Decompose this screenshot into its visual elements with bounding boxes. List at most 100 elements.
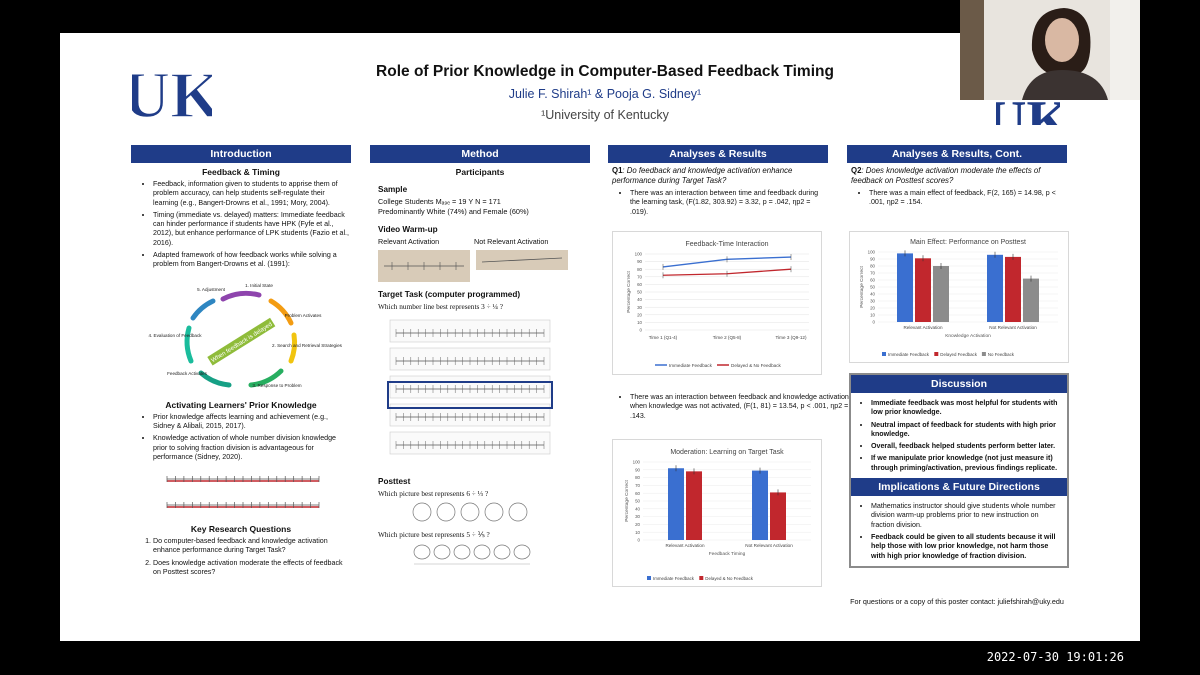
y-tick-label: 80 xyxy=(635,475,640,480)
poster-affiliation: ¹University of Kentucky xyxy=(541,108,669,122)
y-tick-label: 80 xyxy=(637,267,642,272)
bar xyxy=(897,253,913,322)
y-tick-label: 50 xyxy=(870,285,875,290)
posttest-chart: 0 10 20 30 40 50 60 70 80 90 100 Percentage Correct… xyxy=(859,239,1058,357)
video-header: Video Warm-up xyxy=(378,225,438,234)
cycle-arc xyxy=(288,332,298,364)
y-tick-label: 40 xyxy=(637,297,642,302)
posttest-ovals xyxy=(413,544,531,565)
bar xyxy=(668,468,684,540)
chart-title: Feedback-Time Interaction xyxy=(686,241,769,248)
list-item: Does knowledge activation moderate the e… xyxy=(153,559,351,578)
participants-header: Participants xyxy=(455,167,505,177)
y-tick-label: 20 xyxy=(870,306,875,311)
target-task-header: Target Task (computer programmed) xyxy=(378,290,521,299)
y-tick-label: 0 xyxy=(873,320,876,325)
q1-text: Q1: Do feedback and knowledge activation… xyxy=(612,166,824,186)
video-images xyxy=(378,250,582,282)
x-tick-label: Time 1 (Q1-4) xyxy=(649,335,678,340)
x-tick-label: Not Relevant Activation xyxy=(989,325,1037,330)
results-bullets-1: There was an interaction between time an… xyxy=(608,189,828,217)
implications-list: Mathematics instructor should give stude… xyxy=(857,502,1061,561)
relevant-label: Relevant Activation xyxy=(378,237,440,246)
posttest-circles xyxy=(412,502,528,522)
x-tick-label: Time 3 (Q9-12) xyxy=(776,335,807,340)
uk-logo-secondary-text: UK xyxy=(996,95,1060,125)
y-tick-label: 20 xyxy=(635,522,640,527)
presenter-face xyxy=(1045,18,1079,62)
sample-text-2: Predominantly White (74%) and Female (60… xyxy=(378,207,529,216)
recording-timestamp: 2022-07-30 19:01:26 xyxy=(986,650,1124,664)
circle-option xyxy=(412,502,432,522)
results-cont-bullets: There was a main effect of feedback, F(2… xyxy=(847,189,1067,208)
bar xyxy=(933,266,949,322)
number-line-examples xyxy=(166,476,320,509)
list-item: There was an interaction between feedbac… xyxy=(630,393,850,421)
legend-swatch xyxy=(647,576,651,580)
discussion-header: Discussion xyxy=(851,375,1067,393)
poster-authors: Julie F. Shirah¹ & Pooja G. Sidney¹ xyxy=(508,87,702,101)
list-item: There was an interaction between time an… xyxy=(630,189,828,217)
cycle-arc xyxy=(198,370,232,388)
list-item: Adapted framework of how feedback works … xyxy=(153,251,351,270)
target-task-question: Which number line best represents 3 ÷ ¼ … xyxy=(378,302,503,311)
cycle-arc xyxy=(190,298,216,321)
legend-swatch xyxy=(981,352,986,356)
legend-label: Immediate Feedback xyxy=(888,352,930,357)
discussion-box: Discussion Immediate feedback was most h… xyxy=(849,373,1069,568)
q2-label: Q2 xyxy=(851,166,862,175)
legend-label: Delayed Feedback xyxy=(940,352,977,357)
webcam-overlay xyxy=(960,0,1140,100)
y-tick-label: 70 xyxy=(870,271,875,276)
circle-option xyxy=(484,502,504,522)
circle-option xyxy=(460,502,480,522)
list-item: Do computer-based feedback and knowledge… xyxy=(153,537,351,556)
intro-bullets-1: Feedback, information given to students … xyxy=(131,180,351,270)
legend-label: Delayed & No Feedback xyxy=(731,363,781,368)
bar xyxy=(915,258,931,322)
cycle-step: 4. Evaluation of Feedback xyxy=(148,333,202,338)
cycle-arc xyxy=(220,290,262,302)
not-relevant-video-image xyxy=(476,250,568,270)
x-axis-label: Feedback Timing xyxy=(709,551,746,557)
y-tick-label: 50 xyxy=(635,499,640,504)
results-cont-column: Analyses & Results, Cont. Q2: Does knowl… xyxy=(847,145,1069,606)
results-header: Analyses & Results xyxy=(608,145,828,163)
y-tick-label: 90 xyxy=(637,259,642,264)
posttest-header: Posttest xyxy=(378,477,411,486)
sample-text-1: College Students Mₐ₉ₑ = 19 Y N = 171 xyxy=(378,197,501,206)
y-tick-label: 100 xyxy=(635,252,643,257)
bar xyxy=(686,471,702,540)
contact-text: For questions or a copy of this poster c… xyxy=(850,597,1064,606)
intro-subheader-activation: Activating Learners' Prior Knowledge xyxy=(165,399,317,410)
selected-option-highlight xyxy=(387,381,553,409)
bar xyxy=(752,470,768,540)
legend-label: No Feedback xyxy=(988,352,1015,357)
bar xyxy=(1023,278,1039,322)
q1-label: Q1 xyxy=(612,166,623,175)
chart-title: Main Effect: Performance on Posttest xyxy=(910,239,1026,246)
x-tick-label: Not Relevant Activation xyxy=(745,543,793,548)
list-item: Immediate feedback was most helpful for … xyxy=(871,399,1061,418)
cycle-step: Problem Activates xyxy=(285,313,322,318)
oval-option xyxy=(473,544,491,560)
circle-option xyxy=(508,502,528,522)
y-axis-label: Percentage Correct xyxy=(859,266,865,308)
discussion-body: Immediate feedback was most helpful for … xyxy=(851,393,1067,479)
moderation-chart-card: 0 10 20 30 40 50 60 70 80 90 100 Percentage Correct… xyxy=(612,439,822,587)
posttest-chart-card: 0 10 20 30 40 50 60 70 80 90 100 Percentage Correct… xyxy=(849,231,1069,363)
uk-logo-text: UK xyxy=(132,59,212,127)
y-tick-label: 30 xyxy=(637,305,642,310)
legend-label: Immediate Feedback xyxy=(669,363,713,368)
oval-option xyxy=(453,544,471,560)
bar xyxy=(987,254,1003,322)
circle-option xyxy=(436,502,456,522)
cycle-step: 5. Adjustment xyxy=(197,287,226,292)
legend-swatch xyxy=(934,352,939,356)
y-tick-label: 50 xyxy=(637,290,642,295)
legend-label: Immediate Feedback xyxy=(653,576,695,581)
q2-question: : Does knowledge activation moderate the… xyxy=(851,166,1041,185)
uk-logo: UK xyxy=(132,58,212,127)
list-item: There was a main effect of feedback, F(2… xyxy=(869,189,1067,208)
y-tick-label: 10 xyxy=(870,313,875,318)
